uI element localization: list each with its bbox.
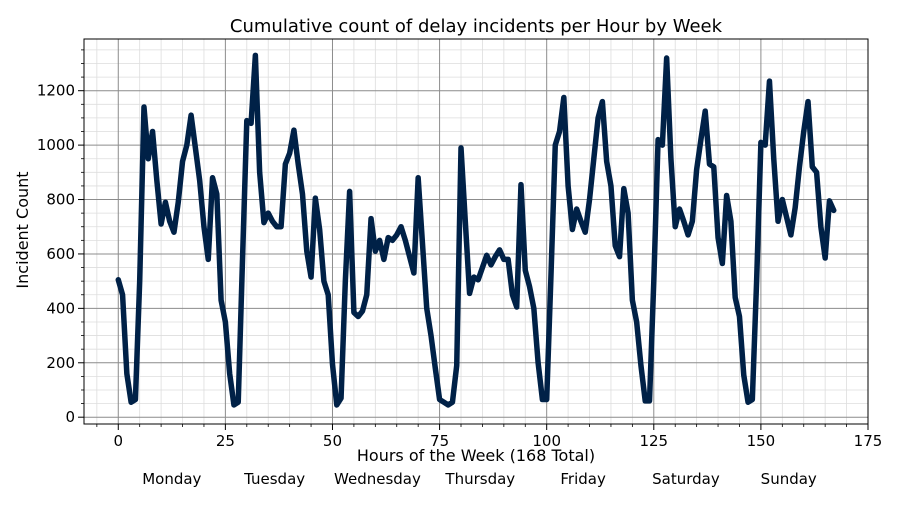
y-tick-label: 400	[46, 299, 75, 317]
y-axis-label: Incident Count	[13, 171, 32, 288]
x-tick-label: 125	[639, 432, 668, 450]
day-label: Monday	[142, 470, 201, 488]
day-label: Tuesday	[243, 470, 305, 488]
x-tick-label: 75	[430, 432, 449, 450]
series-line-0	[115, 52, 837, 408]
y-tick-label: 1000	[37, 136, 75, 154]
y-tick-label: 200	[46, 354, 75, 372]
y-tick-label: 600	[46, 245, 75, 263]
x-tick-label: 175	[854, 432, 883, 450]
y-tick-label: 0	[65, 408, 75, 426]
data-layer	[115, 52, 837, 408]
y-tick-label: 800	[46, 191, 75, 209]
x-axis-ticks: 0 25 50 75 100 125 150 175	[96, 424, 883, 450]
major-gridlines	[84, 39, 869, 424]
y-axis-ticks: 0 200 400 600 800 1000 1200	[37, 49, 84, 426]
x-tick-label: 100	[532, 432, 561, 450]
x-tick-label: 0	[113, 432, 123, 450]
x-tick-label: 150	[747, 432, 776, 450]
day-label: Wednesday	[334, 470, 421, 488]
x-tick-label: 25	[216, 432, 235, 450]
x-tick-label: 50	[323, 432, 342, 450]
day-label: Thursday	[444, 470, 515, 488]
x-axis-label: Hours of the Week (168 Total)	[357, 446, 595, 465]
day-label: Sunday	[761, 470, 817, 488]
day-label: Friday	[560, 470, 606, 488]
chart-title: Cumulative count of delay incidents per …	[230, 16, 723, 37]
day-label: Saturday	[652, 470, 720, 488]
plot-frame	[83, 38, 869, 425]
y-tick-label: 1200	[37, 82, 75, 100]
day-labels: Monday Tuesday Wednesday Thursday Friday Satu…	[142, 470, 817, 488]
